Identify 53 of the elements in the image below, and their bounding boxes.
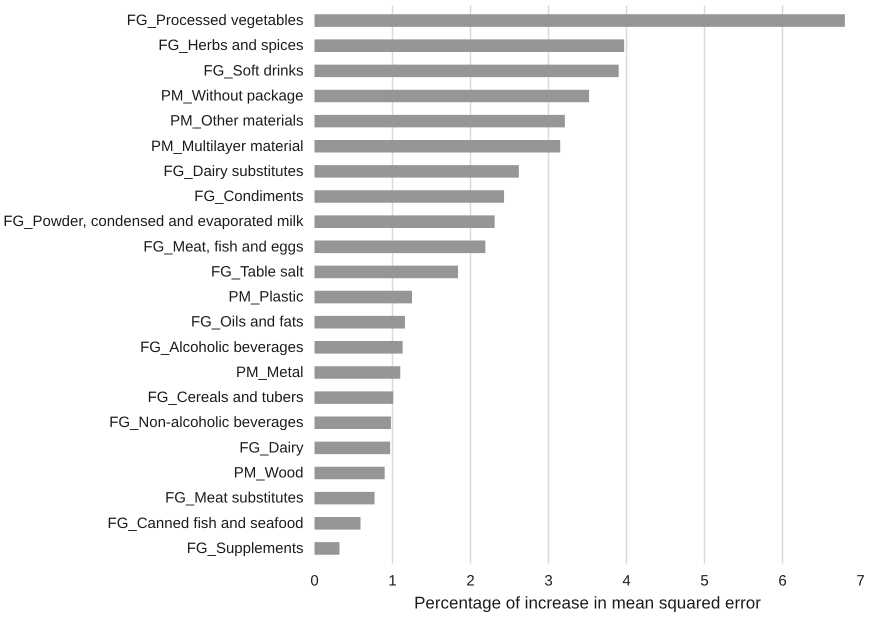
y-tick-label: FG_Canned fish and seafood <box>108 514 304 532</box>
y-tick-label: FG_Soft drinks <box>203 62 304 80</box>
y-tick-label: FG_Dairy substitutes <box>163 162 304 180</box>
bar <box>314 240 486 254</box>
bar <box>314 90 590 102</box>
y-tick-label: PM_Wood <box>234 464 304 482</box>
y-tick-label: PM_Metal <box>236 364 304 381</box>
x-tick-label: 0 <box>310 572 319 590</box>
bar <box>314 14 845 27</box>
bar <box>314 442 390 454</box>
x-tick-label: 5 <box>700 572 709 590</box>
y-tick-label: FG_Non-alcoholic beverages <box>109 414 304 432</box>
x-axis-title: Percentage of increase in mean squared error <box>414 594 762 612</box>
y-tick-label: PM_Multilayer material <box>150 138 304 155</box>
y-tick-label: FG_Condiments <box>194 188 304 206</box>
x-tick-label: 6 <box>778 572 787 590</box>
bar <box>314 64 619 78</box>
x-tick-label: 4 <box>622 572 631 590</box>
y-tick-label: FG_Herbs and spices <box>158 37 304 54</box>
x-tick-label: 3 <box>544 572 553 590</box>
bar <box>314 290 412 304</box>
y-tick-label: FG_Supplements <box>186 540 304 557</box>
y-tick-label: PM_Other materials <box>170 112 304 130</box>
y-tick-label: FG_Dairy <box>239 439 304 456</box>
y-tick-label: FG_Cereals and tubers <box>148 389 304 406</box>
y-tick-label: PM_Plastic <box>228 288 304 306</box>
bar <box>314 140 560 153</box>
bar <box>314 492 375 504</box>
bar <box>314 190 504 203</box>
y-tick-label: PM_Without package <box>160 87 304 104</box>
bar <box>314 341 403 354</box>
y-tick-label: FG_Alcoholic beverages <box>140 338 304 356</box>
bar <box>314 39 624 52</box>
bar <box>314 165 519 178</box>
bar <box>314 114 565 128</box>
y-tick-label: FG_Oils and fats <box>190 314 304 331</box>
y-tick-label: FG_Table salt <box>210 263 304 280</box>
y-tick-label: FG_Meat substitutes <box>165 490 304 507</box>
bar <box>314 316 405 328</box>
bar <box>314 517 361 530</box>
bar <box>314 416 391 430</box>
bar <box>314 391 394 404</box>
x-tick-label: 2 <box>466 572 475 590</box>
bar <box>314 266 458 278</box>
y-tick-label: FG_Meat, fish and eggs <box>143 238 304 256</box>
x-tick-label: 7 <box>856 572 865 590</box>
bar <box>314 215 495 228</box>
bar <box>314 542 340 555</box>
y-tick-label: FG_Processed vegetables <box>126 12 304 30</box>
x-tick-label: 1 <box>388 572 397 590</box>
bar <box>314 466 385 480</box>
y-tick-label: FG_Powder, condensed and evaporated milk <box>3 213 304 230</box>
bar <box>314 366 400 379</box>
